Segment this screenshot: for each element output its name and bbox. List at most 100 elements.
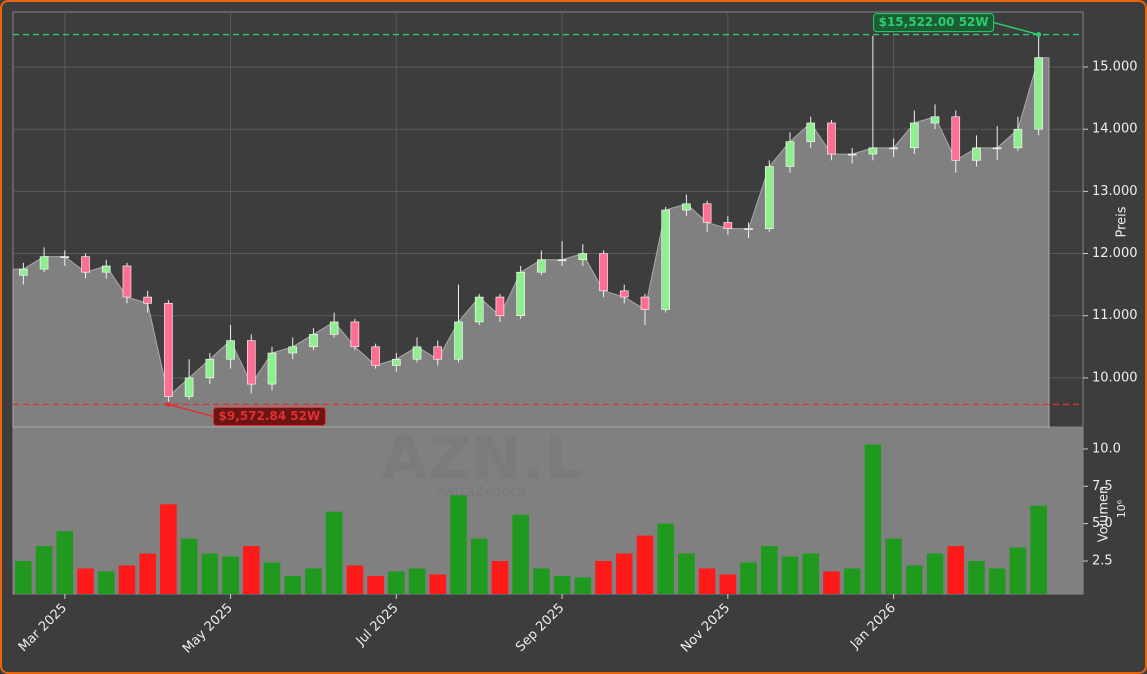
candle-body: [309, 334, 318, 348]
candle-body: [537, 259, 546, 273]
volume-bar: [1030, 505, 1047, 594]
volume-bar: [263, 562, 281, 594]
candle-body: [847, 153, 857, 156]
candle-body: [640, 296, 650, 310]
volume-bar: [346, 565, 364, 594]
volume-bar: [512, 514, 529, 594]
volume-bar: [781, 556, 799, 594]
candle-body: [1013, 128, 1023, 149]
y-tick-label: 15.000: [1092, 60, 1138, 75]
volume-bar: [906, 565, 923, 594]
volume-bar: [574, 577, 592, 594]
y-tick-label: 12.000: [1092, 246, 1138, 261]
candle-body: [889, 147, 898, 150]
volume-bar: [118, 565, 136, 594]
candle-body: [495, 296, 505, 317]
annotation-arrow: [993, 21, 1039, 36]
candle-body: [474, 296, 484, 323]
y2-tick-label: 2.5: [1092, 553, 1113, 568]
annotation-box: [873, 13, 995, 33]
volume-bar: [56, 531, 74, 594]
volume-bar: [408, 568, 426, 594]
candle-body: [454, 321, 463, 360]
volume-bar: [698, 568, 716, 594]
volume-bar: [885, 538, 902, 594]
volume-bar: [802, 553, 820, 594]
annotation-label: $15,522.00 52W: [879, 15, 989, 29]
x-tick-label: Sep 2025: [513, 601, 567, 655]
candle-body: [350, 321, 360, 348]
y-tick-label: 14.000: [1092, 122, 1138, 137]
x-tick-label: May 2025: [180, 601, 236, 657]
volume-bar: [823, 571, 840, 594]
candle-body: [557, 259, 567, 262]
candle-body: [868, 147, 878, 155]
y-tick-label: 11.000: [1092, 308, 1138, 323]
volume-bar: [325, 511, 343, 594]
volume-bar: [926, 553, 944, 594]
volume-bar: [242, 546, 260, 594]
y2-axis-unit: 10⁶: [1115, 499, 1128, 518]
volume-bar: [77, 568, 94, 594]
candle-body: [723, 222, 733, 229]
candle-body: [164, 302, 173, 397]
y2-tick-label: 5.0: [1092, 516, 1113, 531]
annotation-box: [212, 406, 326, 426]
candle-body: [682, 203, 691, 211]
candle-body: [288, 346, 298, 354]
candle-body: [371, 346, 380, 366]
candle-body: [910, 122, 919, 149]
candle-body: [972, 147, 981, 161]
volume-bar: [553, 575, 571, 594]
candle-body: [39, 256, 49, 270]
volume-bar: [429, 574, 447, 594]
volume-bar: [678, 553, 695, 594]
y2-tick-label: 7.5: [1092, 479, 1113, 494]
y2-axis-label: Volumen: [1097, 486, 1112, 543]
candle-body: [267, 352, 277, 385]
volume-bar: [615, 553, 633, 594]
candle-body: [578, 253, 588, 261]
candle-body: [992, 147, 1002, 150]
candle-body: [392, 358, 401, 366]
volume-bar: [843, 568, 861, 594]
volume-bar: [470, 538, 488, 594]
candle-body: [827, 122, 836, 155]
volume-bar: [988, 568, 1006, 594]
watermark-symbol: AZN.L: [381, 424, 582, 494]
candle-body: [205, 358, 215, 379]
volume-bar: [160, 504, 177, 594]
candle-body: [60, 256, 70, 258]
x-tick-label: Nov 2025: [678, 601, 733, 656]
y-axis-label: Preis: [1115, 206, 1130, 237]
volume-bar: [595, 560, 612, 594]
candle-body: [764, 166, 774, 229]
candle-body: [81, 256, 90, 273]
annotation-label: $9,572.84 52W: [219, 409, 321, 423]
annotation-arrowhead: [1036, 32, 1042, 38]
candle-body: [122, 265, 132, 298]
volume-bar: [491, 560, 509, 594]
y-tick-label: 13.000: [1092, 184, 1138, 199]
volume-bar: [1009, 547, 1027, 594]
volume-bar: [657, 523, 674, 594]
volume-bar: [636, 535, 654, 594]
volume-bar: [284, 575, 302, 594]
volume-bar: [388, 571, 405, 594]
volume-bar: [533, 568, 550, 594]
volume-bar: [947, 546, 965, 594]
volume-bar: [180, 538, 198, 594]
candle-body: [143, 296, 152, 304]
volume-bar: [97, 571, 115, 594]
volume-bar: [968, 560, 985, 594]
volume-bar: [450, 495, 467, 594]
y2-tick-label: 10.0: [1092, 441, 1121, 456]
candle-body: [1034, 57, 1043, 130]
volume-bar: [864, 444, 882, 594]
candle-body: [744, 228, 753, 230]
candle-body: [433, 346, 443, 360]
volume-bar: [760, 546, 778, 594]
candle-body: [702, 203, 712, 223]
candle-body: [226, 340, 235, 360]
